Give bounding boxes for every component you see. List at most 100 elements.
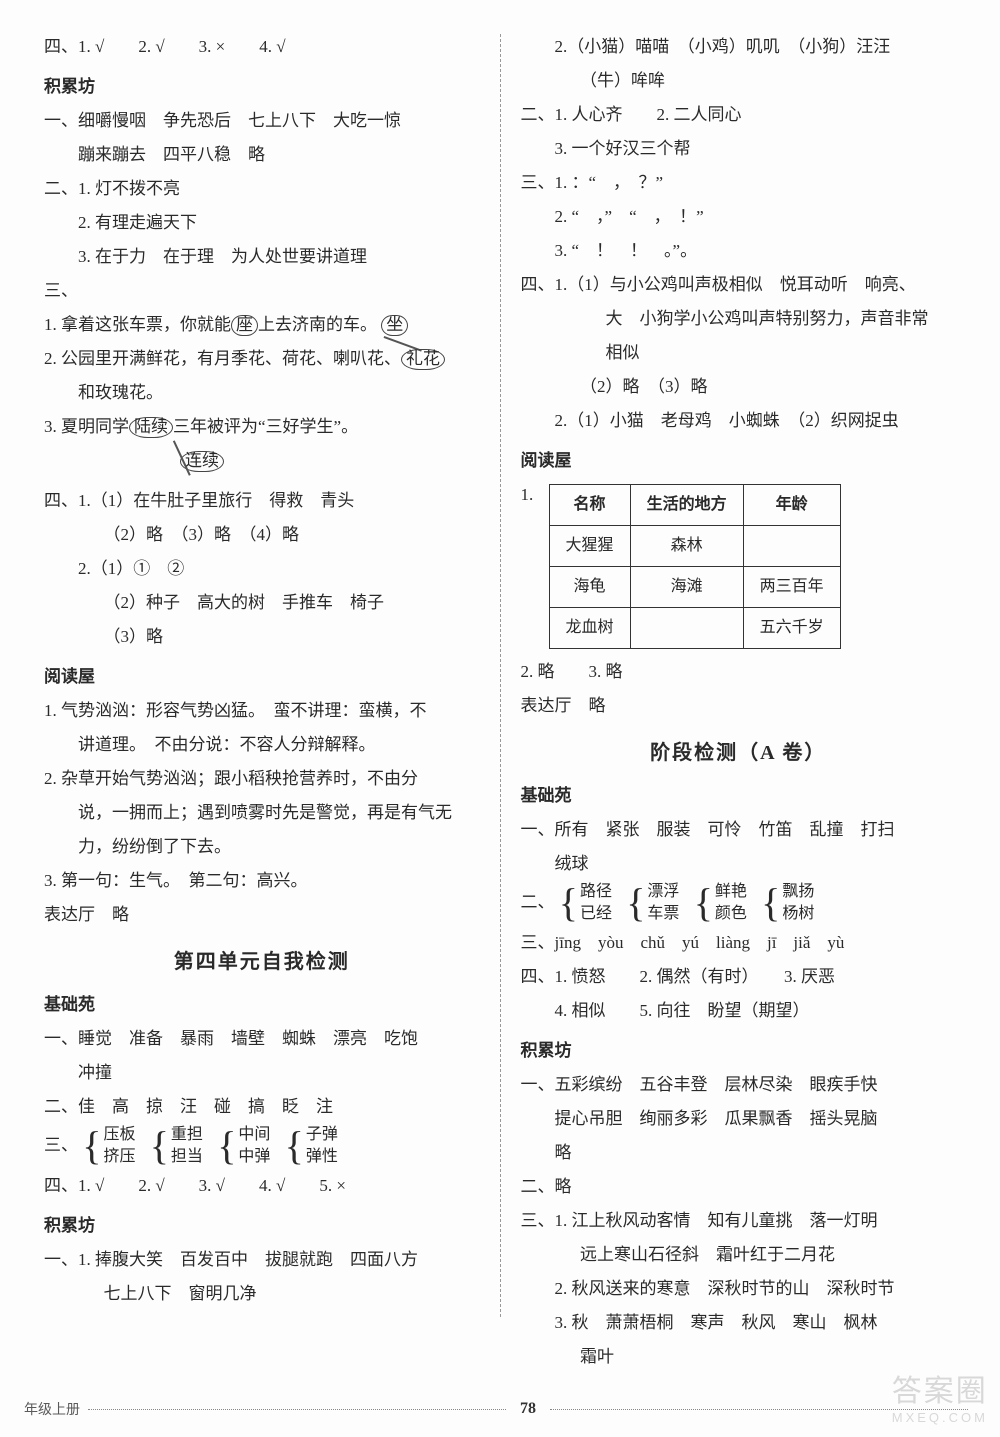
brace-pair: {子弹弹性	[285, 1124, 338, 1169]
text-line: （2）种子 高大的树 手推车 椅子	[44, 586, 480, 620]
footer-grade-label: 年级上册	[24, 1399, 80, 1419]
brace-pair: {飘扬杨树	[761, 881, 814, 926]
brace-pair: {重担担当	[150, 1124, 203, 1169]
text-line: 表达厅 略	[521, 689, 957, 723]
text-line: 大 小狗学小公鸡叫声特别努力，声音非常	[521, 302, 957, 336]
text-line: 三、	[44, 274, 480, 308]
pinyin-line: 三、jīng yòu chǔ yú liàng jī jiǎ yù	[521, 926, 957, 960]
text-line: 略	[521, 1136, 957, 1170]
text-segment: 三、	[44, 1135, 78, 1154]
text-line: （2）略 （3）略	[521, 370, 957, 404]
text-line: 三、1. 江上秋风动客情 知有儿童挑 落一灯明	[521, 1204, 957, 1238]
text-line: 2. 有理走遍天下	[44, 206, 480, 240]
corrected-sentence-3: 3. 夏明同学陆续三年被评为“三好学生”。	[44, 410, 480, 444]
circled-word: 礼花	[401, 349, 445, 370]
text-line: 4. 相似 5. 向往 盼望（期望）	[521, 994, 957, 1028]
brace-pair: {中间中弹	[217, 1124, 270, 1169]
text-line: 一、所有 紧张 服装 可怜 竹笛 乱撞 打扫	[521, 813, 957, 847]
text-line: 二、1. 人心齐 2. 二人同心	[521, 98, 957, 132]
circled-correction: 坐	[381, 315, 408, 336]
text-line: 2. 略 3. 略	[521, 655, 957, 689]
text-line: 绒球	[521, 847, 957, 881]
text-line: 蹦来蹦去 四平八稳 略	[44, 138, 480, 172]
text-line: 2. “ ，” “ ， ！”	[521, 200, 957, 234]
table-row: 大猩猩 森林	[549, 526, 840, 567]
text-line: 提心吊胆 绚丽多彩 瓜果飘香 摇头晃脑	[521, 1102, 957, 1136]
right-column: 2.（小猫）喵喵 （小鸡）叽叽 （小狗）汪汪 （牛）哞哞 二、1. 人心齐 2.…	[501, 30, 977, 1377]
text-line: 3. “ ！ ！ 。”。	[521, 234, 957, 268]
corrected-sentence-1: 1. 拿着这张车票，你就能座上去济南的车。 坐	[44, 308, 480, 342]
table-row: 名称 生活的地方 年龄	[549, 485, 840, 526]
corrected-sentence-2: 2. 公园里开满鲜花，有月季花、荷花、喇叭花、礼花	[44, 342, 480, 376]
brace-pair: {漂浮车票	[626, 881, 679, 926]
text-line: 2. 秋风送来的寒意 深秋时节的山 深秋时节	[521, 1272, 957, 1306]
text-line: 一、五彩缤纷 五谷丰登 层林尽染 眼疾手快	[521, 1068, 957, 1102]
table-index: 1.	[521, 478, 545, 512]
table-cell: 两三百年	[743, 567, 840, 608]
text-line: 一、1. 捧腹大笑 百发百中 拔腿就跑 四面八方	[44, 1243, 480, 1277]
table-cell	[743, 526, 840, 567]
text-line: （3）略	[44, 620, 480, 654]
text-line: 力，纷纷倒了下去。	[44, 830, 480, 864]
text-segment: 3. 夏明同学	[44, 417, 129, 436]
circled-word: 座	[231, 315, 258, 336]
text-line: 3. 第一句：生气。 第二句：高兴。	[44, 864, 480, 898]
text-line: 表达厅 略	[44, 898, 480, 932]
table-header: 生活的地方	[630, 485, 743, 526]
text-line: 二、略	[521, 1170, 957, 1204]
section-jileifang: 积累坊	[44, 70, 480, 104]
table-cell	[630, 608, 743, 649]
table-cell: 森林	[630, 526, 743, 567]
table-row: 海龟 海滩 两三百年	[549, 567, 840, 608]
reading-table: 名称 生活的地方 年龄 大猩猩 森林 海龟 海滩 两三百年 龙血树	[549, 484, 841, 649]
text-line: 霜叶	[521, 1340, 957, 1374]
table-cell: 海滩	[630, 567, 743, 608]
answer-line: 四、1. √ 2. √ 3. √ 4. √ 5. ×	[44, 1169, 480, 1203]
table-cell: 龙血树	[549, 608, 630, 649]
brace-row-right: 二、 {路径已经 {漂浮车票 {鲜艳颜色 {飘扬杨树	[521, 881, 957, 926]
text-line: （牛）哞哞	[521, 64, 957, 98]
stage-test-a-title: 阶段检测（A 卷）	[521, 733, 957, 773]
table-row: 龙血树 五六千岁	[549, 608, 840, 649]
text-line: 二、佳 高 掠 汪 碰 搞 眨 注	[44, 1090, 480, 1124]
page-number: 78	[514, 1400, 542, 1418]
table-header: 年龄	[743, 485, 840, 526]
text-segment: 2. 公园里开满鲜花，有月季花、荷花、喇叭花、	[44, 349, 401, 368]
text-line: 冲撞	[44, 1056, 480, 1090]
brace-pair: {路径已经	[559, 881, 612, 926]
text-line: 1. 气势汹汹：形容气势凶猛。 蛮不讲理：蛮横，不	[44, 694, 480, 728]
text-line: 2. 杂草开始气势汹汹；跟小稻秧抢营养时，不由分	[44, 762, 480, 796]
text-line: 2.（小猫）喵喵 （小鸡）叽叽 （小狗）汪汪	[521, 30, 957, 64]
text-line: （2）略 （3）略 （4）略	[44, 518, 480, 552]
section-jichuyuan: 基础苑	[521, 779, 957, 813]
text-line: 3. 秋 萧萧梧桐 寒声 秋风 寒山 枫林	[521, 1306, 957, 1340]
section-jileifang: 积累坊	[44, 1209, 480, 1243]
text-line: 远上寒山石径斜 霜叶红于二月花	[521, 1238, 957, 1272]
section-jileifang: 积累坊	[521, 1034, 957, 1068]
brace-pair: {压板挤压	[82, 1124, 135, 1169]
table-cell: 海龟	[549, 567, 630, 608]
brace-pair: {鲜艳颜色	[694, 881, 747, 926]
table-header: 名称	[549, 485, 630, 526]
text-line: 二、1. 灯不拨不亮	[44, 172, 480, 206]
table-cell: 五六千岁	[743, 608, 840, 649]
text-line: 七上八下 窗明几净	[44, 1277, 480, 1311]
correction-word: 连续	[44, 444, 480, 478]
brace-row-left: 三、 {压板挤压 {重担担当 {中间中弹 {子弹弹性	[44, 1124, 480, 1169]
unit4-self-test-title: 第四单元自我检测	[44, 942, 480, 982]
text-line: 2.（1）小猫 老母鸡 小蜘蛛 （2）织网捉虫	[521, 404, 957, 438]
text-line: 相似	[521, 336, 957, 370]
answer-line: 四、1. √ 2. √ 3. × 4. √	[44, 30, 480, 64]
text-line: 讲道理。 不由分说：不容人分辩解释。	[44, 728, 480, 762]
text-line: 和玫瑰花。	[44, 376, 480, 410]
text-line: 2.（1）① ②	[44, 552, 480, 586]
circled-word: 陆续	[129, 417, 173, 438]
text-segment: 三年被评为“三好学生”。	[173, 417, 358, 436]
text-segment: 1. 拿着这张车票，你就能	[44, 315, 231, 334]
table-cell: 大猩猩	[549, 526, 630, 567]
text-line: 一、细嚼慢咽 争先恐后 七上八下 大吃一惊	[44, 104, 480, 138]
text-line: 一、睡觉 准备 暴雨 墙壁 蜘蛛 漂亮 吃饱	[44, 1022, 480, 1056]
text-line: 3. 一个好汉三个帮	[521, 132, 957, 166]
section-yueduwu: 阅读屋	[521, 444, 957, 478]
table-block: 1. 名称 生活的地方 年龄 大猩猩 森林 海龟 海滩 两三百年	[521, 478, 957, 655]
